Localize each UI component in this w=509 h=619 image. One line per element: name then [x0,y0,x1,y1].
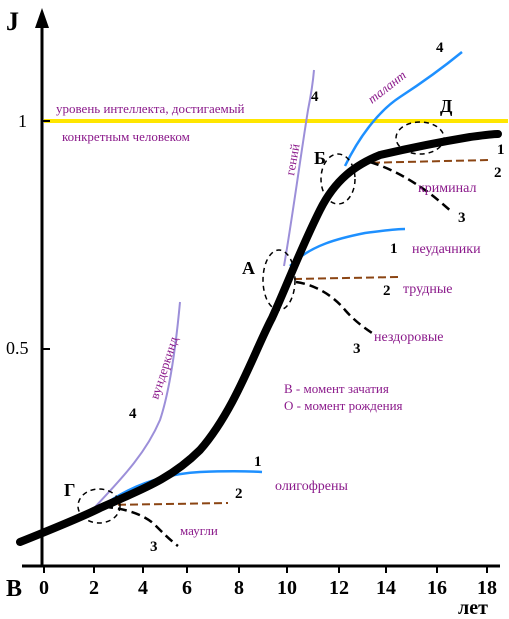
label-g4-num: 4 [129,406,137,422]
branch-a4-genius [283,69,315,267]
circle-point-b [320,153,356,205]
branch-g1-oligophrenic [99,470,263,509]
x-tick-label: 16 [427,577,447,599]
label-g1-text: олигофрены [275,479,348,494]
branch-g3-mowgli [103,505,179,547]
label-g4-text: вундеркинд [147,334,181,401]
label-a3-text: нездоровые [374,330,444,345]
x-origin-label: В [6,576,22,602]
x-tick-label: 8 [234,577,244,599]
label-g3-text: маугли [180,523,218,538]
point-label-b: Б [314,148,326,168]
x-tick-label: 14 [376,577,396,599]
y-axis-arrow [35,8,49,28]
circle-point-a [262,249,296,311]
main-development-curve [16,130,502,546]
label-g2-num: 2 [235,486,243,502]
label-a4-num: 4 [311,89,319,105]
label-b4-num: 4 [436,40,444,56]
label-b2-text: криминал [418,181,476,196]
x-tick-marks [43,566,488,573]
branch-g4-wunderkind [94,301,181,508]
y-tick-label-1: 1 [18,111,27,131]
x-tick-label: 4 [138,577,148,599]
branch-a3-unhealthy [295,280,373,335]
level-text-line2: конкретным человеком [62,129,190,144]
y-tick-label-0-5: 0.5 [6,338,29,358]
branch-g2 [105,502,229,506]
point-label-d: Д [440,96,453,116]
x-tick-label: 0 [39,577,49,599]
level-text-line1: уровень интеллекта, достигаемый [56,101,245,116]
x-tick-label: 6 [182,577,192,599]
point-label-g: Г [64,480,75,500]
branch-a1-failures [289,227,406,267]
circle-point-g [77,488,121,524]
label-b2-num: 2 [494,165,502,181]
label-b4-text: талант [365,67,409,106]
label-b3-num: 3 [458,210,466,226]
x-tick-label: 18 [477,577,497,599]
label-a4-text: гений [282,143,302,177]
branch-a2-difficult [293,276,399,280]
y-axis-title: J [6,7,19,36]
label-b1-num: 1 [497,142,505,158]
branch-b4-talent [343,51,463,167]
x-tick-labels: 0 2 4 6 8 10 12 14 16 18 [39,577,497,599]
label-a1-text: неудачники [412,242,481,257]
label-a2-num: 2 [383,283,391,299]
x-tick-label: 2 [89,577,99,599]
x-tick-label: 10 [277,577,297,599]
label-g1-num: 1 [254,454,262,470]
circle-point-d [395,121,445,155]
legend-line2: О - момент рождения [284,398,403,413]
label-a1-num: 1 [390,241,398,257]
legend-line1: В - момент зачатия [284,381,389,396]
label-a3-num: 3 [353,341,361,357]
branch-b2-criminal [359,159,491,164]
x-axis-title: лет [458,597,488,619]
point-label-a: А [242,258,255,278]
x-tick-label: 12 [329,577,349,599]
branch-b3 [369,160,453,213]
label-g3-num: 3 [150,539,158,555]
label-a2-text: трудные [403,282,452,297]
